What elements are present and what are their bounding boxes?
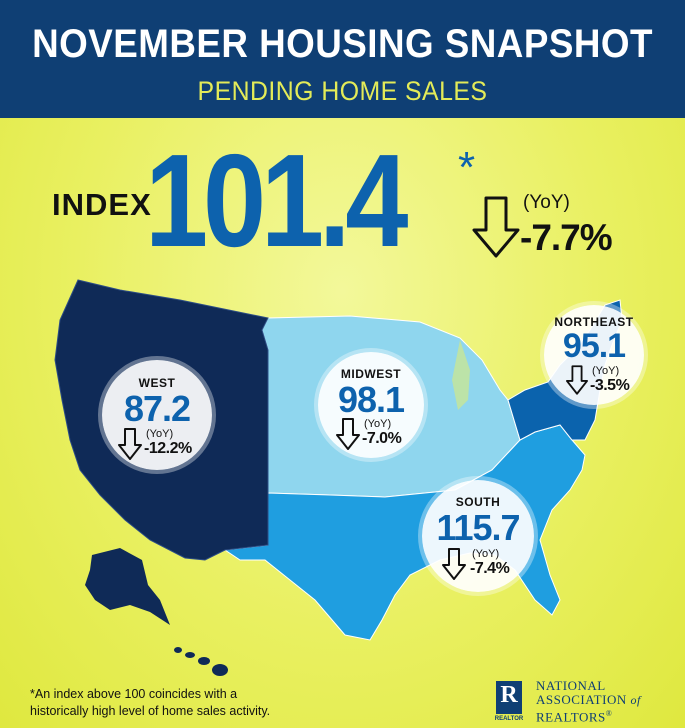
organization-name: NATIONAL ASSOCIATION of REALTORS® bbox=[536, 679, 681, 724]
page-title: NOVEMBER HOUSING SNAPSHOT bbox=[32, 22, 653, 66]
page-subtitle: PENDING HOME SALES bbox=[197, 76, 488, 106]
region-name: SOUTH bbox=[455, 495, 501, 509]
org-line-2: ASSOCIATION of bbox=[536, 692, 641, 708]
region-yoy-value: -7.4% bbox=[470, 560, 510, 577]
footnote-line-2: historically high level of home sales ac… bbox=[30, 704, 271, 718]
region-yoy-label: (YoY) bbox=[146, 428, 174, 440]
region-yoy-label: (YoY) bbox=[472, 548, 500, 560]
down-arrow-icon bbox=[118, 428, 142, 460]
index-label: INDEX bbox=[52, 187, 152, 222]
realtor-logo-letter: R bbox=[500, 682, 518, 708]
org-line-3: REALTORS® bbox=[536, 709, 613, 725]
map-region-hawaii bbox=[174, 647, 228, 676]
region-badge-northeast: NORTHEAST 95.1 (YoY) -3.5% bbox=[544, 305, 644, 405]
org-line-1: NATIONAL bbox=[536, 678, 606, 693]
index-asterisk: * bbox=[458, 143, 476, 192]
down-arrow-icon bbox=[336, 418, 360, 450]
footnote-line-1: *An index above 100 coincides with a bbox=[30, 687, 238, 701]
region-yoy-label: (YoY) bbox=[592, 365, 620, 377]
region-yoy-label: (YoY) bbox=[364, 418, 392, 430]
index-value: 101.4 bbox=[145, 127, 408, 274]
header-banner: NOVEMBER HOUSING SNAPSHOT PENDING HOME S… bbox=[0, 0, 685, 118]
realtor-logo-mark: R bbox=[496, 681, 522, 714]
region-name: MIDWEST bbox=[340, 367, 402, 381]
map-region-alaska bbox=[85, 548, 170, 625]
index-yoy-label: (YoY) bbox=[523, 192, 570, 213]
region-value: 115.7 bbox=[436, 507, 520, 548]
realtor-logo-caption: REALTOR bbox=[494, 716, 524, 722]
region-yoy-value: -3.5% bbox=[590, 377, 630, 394]
region-name: WEST bbox=[138, 376, 176, 390]
footnote: *An index above 100 coincides with a his… bbox=[30, 686, 330, 720]
down-arrow-icon bbox=[566, 365, 588, 395]
region-badge-south: SOUTH 115.7 (YoY) -7.4% bbox=[422, 480, 534, 592]
region-yoy-value: -12.2% bbox=[144, 440, 192, 457]
region-badge-midwest: MIDWEST 98.1 (YoY) -7.0% bbox=[318, 352, 424, 458]
region-name: NORTHEAST bbox=[554, 315, 634, 329]
region-value: 95.1 bbox=[562, 327, 626, 365]
region-badge-west: WEST 87.2 (YoY) -12.2% bbox=[102, 360, 212, 470]
region-yoy-value: -7.0% bbox=[362, 430, 402, 447]
region-value: 87.2 bbox=[123, 388, 191, 429]
down-arrow-icon bbox=[442, 548, 466, 580]
down-arrow-icon bbox=[472, 196, 520, 258]
region-value: 98.1 bbox=[337, 379, 405, 420]
index-yoy-value: -7.7% bbox=[520, 217, 613, 258]
